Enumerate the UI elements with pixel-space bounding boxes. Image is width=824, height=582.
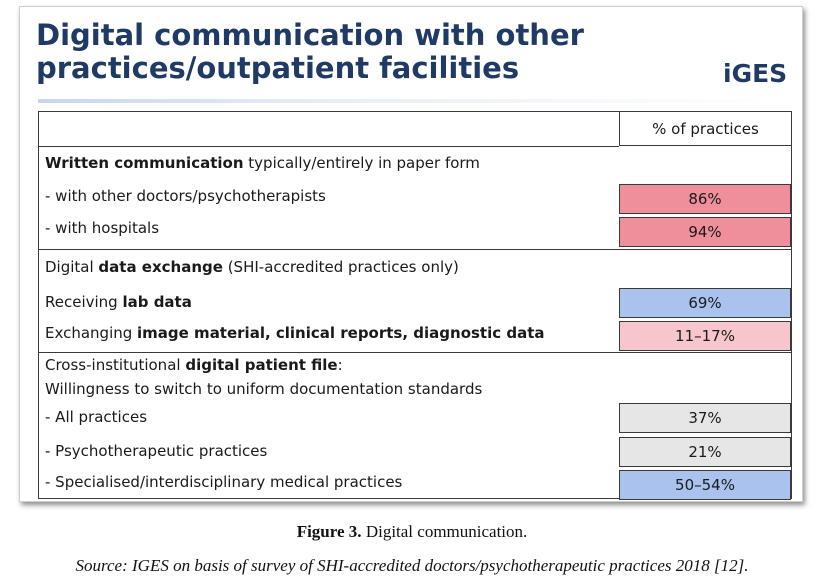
section-subheading-standards: Willingness to switch to uniform documen… xyxy=(45,380,483,398)
section-heading-data-exchange: Digital data exchange (SHI-accredited pr… xyxy=(45,258,459,276)
section-divider-1 xyxy=(39,249,791,250)
row-label-lab-data: Receiving lab data xyxy=(45,293,192,311)
row-label-all-practices: - All practices xyxy=(45,408,148,426)
title-rule xyxy=(38,99,794,103)
slide-title-line-2: practices/outpatient facilities xyxy=(36,51,520,85)
section-divider-2 xyxy=(39,352,791,353)
slide-title-line-1: Digital communication with other xyxy=(36,18,584,52)
figure-source: Source: IGES on basis of survey of SHI-a… xyxy=(75,556,749,575)
row-label-image-material: Exchanging image material, clinical repo… xyxy=(45,324,545,342)
figure-caption: Figure 3. Digital communication. xyxy=(296,522,528,541)
data-table: % of practices Written communication typ… xyxy=(38,111,792,500)
row-value-specialised: 50–54% xyxy=(619,470,791,500)
row-value-hospitals: 94% xyxy=(619,217,791,247)
row-value-lab-data: 69% xyxy=(619,288,791,318)
section-heading-patient-file: Cross-institutional digital patient file… xyxy=(45,356,343,374)
row-label-hospitals: - with hospitals xyxy=(45,219,160,237)
row-label-psychotherapeutic: - Psychotherapeutic practices xyxy=(45,442,268,460)
column-header: % of practices xyxy=(619,112,791,146)
row-value-image-material: 11–17% xyxy=(619,321,791,351)
row-value-psychotherapeutic: 21% xyxy=(619,437,791,467)
row-label-specialised: - Specialised/interdisciplinary medical … xyxy=(45,473,403,491)
row-value-doctors: 86% xyxy=(619,184,791,214)
row-label-doctors: - with other doctors/psychotherapists xyxy=(45,187,326,205)
slide: Digital communication with other practic… xyxy=(19,6,803,502)
iges-logo: iGES xyxy=(723,59,788,88)
header-divider xyxy=(39,146,619,147)
section-heading-written: Written communication typically/entirely… xyxy=(45,154,480,172)
slide-title: Digital communication with other practic… xyxy=(36,19,596,85)
row-value-all-practices: 37% xyxy=(619,403,791,433)
